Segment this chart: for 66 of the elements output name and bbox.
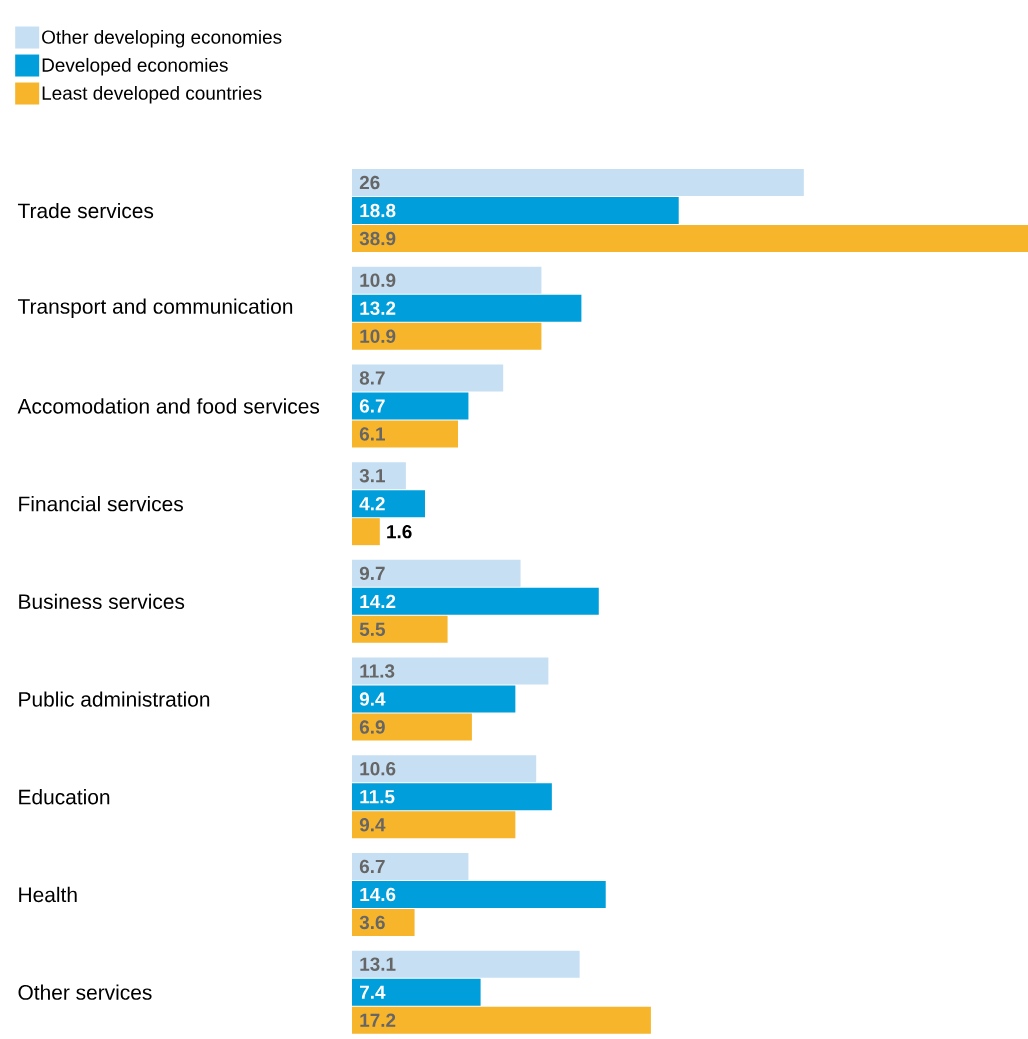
- bar: [352, 880, 606, 908]
- bar: [352, 518, 380, 546]
- bar: [352, 852, 469, 880]
- data-label: 9.4: [359, 692, 386, 706]
- data-label: 6.9: [359, 720, 385, 734]
- data-label: 6.1: [359, 427, 385, 441]
- bar: [352, 587, 599, 615]
- bar: [352, 950, 580, 978]
- y-tick-label: Accomodation and food services: [17, 398, 320, 414]
- data-label: 9.7: [359, 566, 385, 581]
- bar: [352, 559, 521, 587]
- bar: [352, 713, 472, 741]
- data-label: 3.1: [359, 468, 385, 483]
- y-tick-label: Trade services: [17, 202, 154, 219]
- data-label: 6.7: [359, 859, 385, 874]
- bar: [352, 294, 582, 322]
- bar: [352, 266, 542, 294]
- bar: [352, 811, 516, 839]
- data-label: 11.3: [360, 664, 395, 678]
- bar: [352, 685, 516, 713]
- bar: [352, 420, 459, 448]
- data-label: 38.9: [359, 231, 396, 246]
- y-tick-label: Business services: [19, 593, 185, 610]
- data-label: 10.9: [360, 329, 396, 343]
- bar: [352, 1006, 651, 1034]
- data-label: 1.6: [387, 524, 412, 539]
- bar: [352, 169, 804, 197]
- y-tick-label: Health: [19, 886, 77, 903]
- bar: [352, 615, 448, 643]
- data-label: 14.2: [360, 594, 396, 608]
- bar: [352, 783, 552, 811]
- y-tick-label: Other services: [18, 984, 152, 1000]
- data-label: 17.2: [360, 1013, 396, 1027]
- data-label: 7.4: [360, 985, 386, 999]
- data-label: 4.2: [359, 497, 385, 511]
- data-label: 10.6: [360, 762, 396, 776]
- data-label: 6.7: [359, 399, 385, 413]
- data-label: 26: [359, 175, 380, 190]
- bar: [352, 462, 406, 490]
- legend-label: Least developed countries: [42, 85, 262, 104]
- data-label: 11.5: [360, 790, 395, 804]
- data-label: 10.9: [360, 273, 396, 287]
- data-label: 3.6: [359, 915, 385, 930]
- data-label: 5.5: [359, 622, 385, 636]
- bar: [352, 755, 537, 783]
- bar: [352, 657, 549, 685]
- y-tick-label: Education: [19, 789, 110, 805]
- data-label: 8.7: [359, 371, 385, 385]
- bar: [352, 392, 469, 420]
- bar: [352, 364, 504, 392]
- data-label: 14.6: [360, 887, 396, 902]
- legend-label: Developed economies: [42, 57, 228, 76]
- bar: [352, 490, 425, 518]
- data-label: 18.8: [360, 203, 396, 218]
- y-tick-label: Transport and communication: [17, 298, 293, 319]
- bar: [352, 322, 542, 350]
- data-label: 13.2: [360, 301, 396, 315]
- legend-label: Other developing economies: [42, 29, 282, 48]
- y-tick-label: Financial services: [19, 495, 183, 512]
- data-label: 9.4: [359, 818, 386, 832]
- bar: [352, 908, 415, 936]
- bar: [352, 978, 481, 1006]
- data-label: 13.1: [360, 957, 396, 971]
- bar: [352, 197, 679, 225]
- y-tick-label: Public administration: [19, 691, 210, 707]
- bar: [352, 225, 1028, 253]
